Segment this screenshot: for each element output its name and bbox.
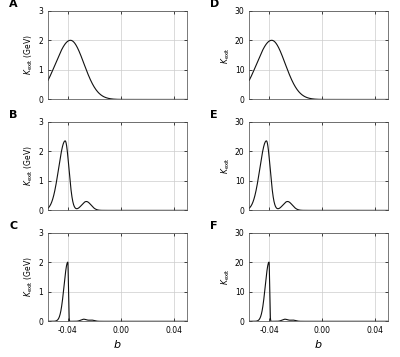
- Y-axis label: $K_{\mathrm{exit}}$: $K_{\mathrm{exit}}$: [219, 268, 232, 285]
- X-axis label: $b$: $b$: [113, 338, 122, 350]
- Text: B: B: [9, 110, 18, 120]
- Text: C: C: [9, 221, 17, 231]
- Text: E: E: [210, 110, 218, 120]
- Y-axis label: $K_{\mathrm{exit}}$ (GeV): $K_{\mathrm{exit}}$ (GeV): [23, 146, 36, 186]
- Y-axis label: $K_{\mathrm{exit}}$ (GeV): $K_{\mathrm{exit}}$ (GeV): [23, 257, 36, 297]
- Y-axis label: $K_{\mathrm{exit}}$: $K_{\mathrm{exit}}$: [219, 157, 232, 175]
- X-axis label: $b$: $b$: [314, 338, 323, 350]
- Y-axis label: $K_{\mathrm{exit}}$ (GeV): $K_{\mathrm{exit}}$ (GeV): [23, 35, 36, 75]
- Text: D: D: [210, 0, 220, 9]
- Text: A: A: [9, 0, 18, 9]
- Y-axis label: $K_{\mathrm{exit}}$: $K_{\mathrm{exit}}$: [219, 47, 232, 64]
- Text: F: F: [210, 221, 218, 231]
